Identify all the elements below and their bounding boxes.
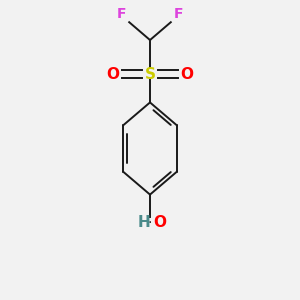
- Text: F: F: [116, 7, 126, 21]
- Text: O: O: [181, 67, 194, 82]
- Text: O: O: [153, 215, 166, 230]
- Text: S: S: [145, 67, 155, 82]
- Text: F: F: [174, 7, 184, 21]
- Text: O: O: [106, 67, 119, 82]
- Text: H: H: [137, 215, 150, 230]
- Text: ·: ·: [147, 216, 152, 230]
